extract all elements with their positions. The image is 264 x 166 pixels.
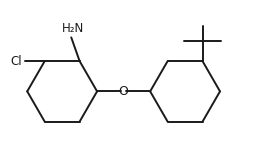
Text: Cl: Cl	[11, 55, 22, 68]
Text: H₂N: H₂N	[62, 22, 84, 35]
Text: O: O	[119, 85, 129, 98]
